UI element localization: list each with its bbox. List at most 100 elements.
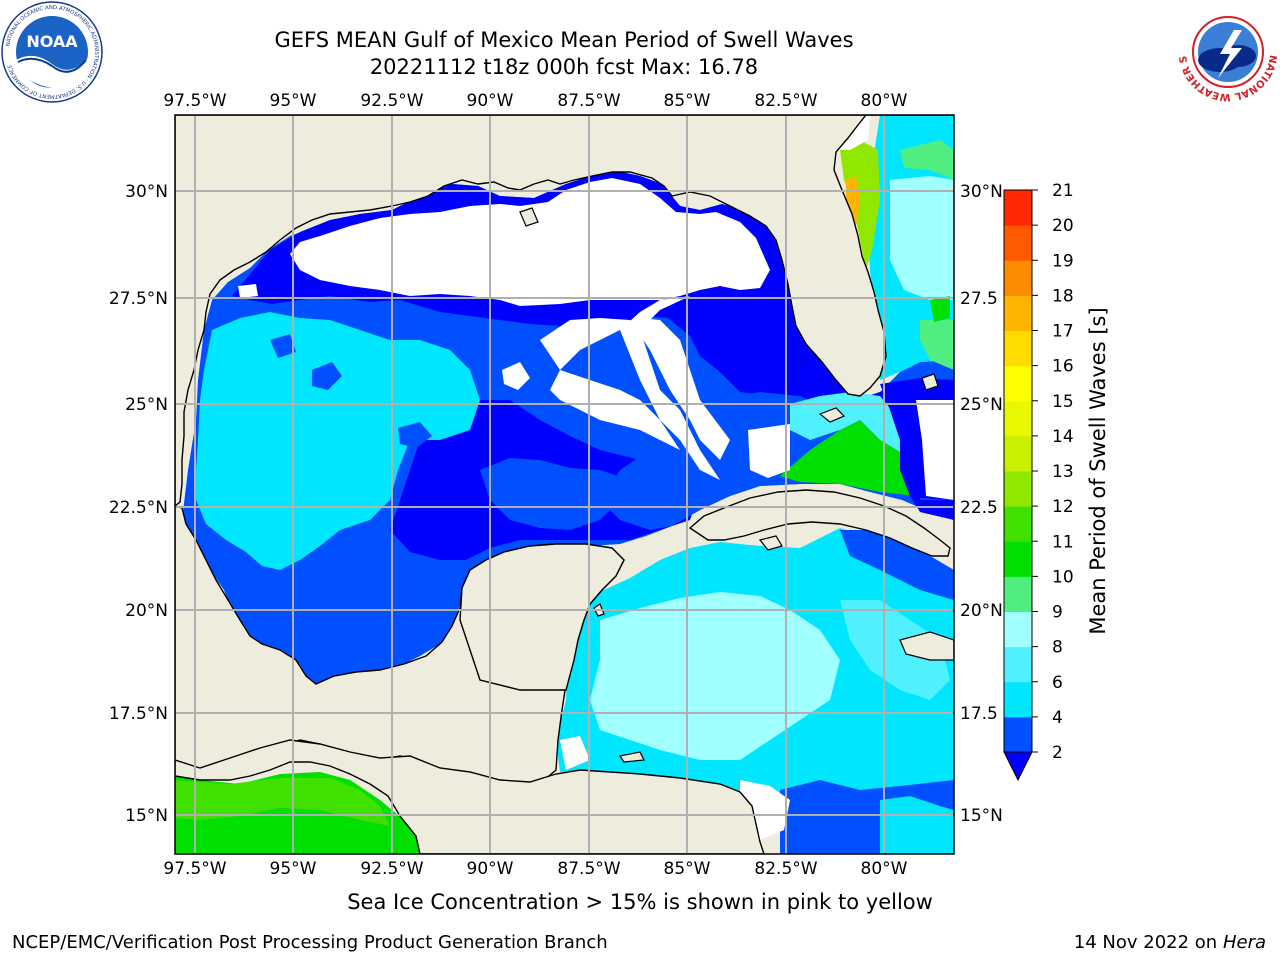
colorbar-swatch xyxy=(1004,506,1032,542)
land-bay-islands xyxy=(619,751,645,763)
lon-label-top: 82.5°W xyxy=(754,91,817,111)
colorbar-tick-label: 10 xyxy=(1052,567,1074,587)
lon-label-bottom: 95°W xyxy=(270,859,317,879)
lon-label-top: 80°W xyxy=(861,91,908,111)
no-data-north-pocket xyxy=(540,318,730,460)
colorbar-swatch xyxy=(1004,611,1032,648)
footer-credit: NCEP/EMC/Verification Post Processing Pr… xyxy=(12,932,608,953)
no-data-spot-2 xyxy=(238,284,258,298)
colorbar-tick-label: 20 xyxy=(1052,216,1074,236)
lon-label-bottom: 90°W xyxy=(467,859,514,879)
colorbar-swatch xyxy=(1004,681,1032,718)
florida-coast-green xyxy=(840,140,880,270)
lon-label-top: 87.5°W xyxy=(557,91,620,111)
colorbar-swatch xyxy=(1004,646,1032,683)
colorbar-label: Mean Period of Swell Waves [s] xyxy=(1086,307,1110,634)
gulf-blue-center xyxy=(480,458,630,530)
caribbean-blue-ne xyxy=(840,530,954,600)
colorbar-tick-label: 4 xyxy=(1052,708,1063,728)
colorbar-swatch xyxy=(1004,471,1032,507)
colorbar-tick-label: 9 xyxy=(1052,603,1063,623)
atlantic-green-2 xyxy=(920,320,954,370)
land-jamaica xyxy=(899,631,954,661)
lat-label-left: 27.5°N xyxy=(109,289,168,309)
lat-label-right: 20°N xyxy=(960,601,1003,621)
lon-label-bottom: 80°W xyxy=(861,859,908,879)
lon-label-bottom: 85°W xyxy=(664,859,711,879)
colorbar-tick-label: 17 xyxy=(1052,322,1074,342)
no-data-spot-3 xyxy=(748,424,790,478)
colorbar-under-triangle xyxy=(1003,751,1033,782)
land-florida-keys xyxy=(818,407,846,423)
colorbar-tick-label: 19 xyxy=(1052,251,1074,271)
gulf-blue-spot-1 xyxy=(312,362,342,390)
lon-label-bottom: 82.5°W xyxy=(754,859,817,879)
bahamas-blue xyxy=(880,378,954,520)
colorbar-swatch xyxy=(1004,576,1032,612)
no-data-spot-1 xyxy=(502,362,530,390)
colorbar-swatch xyxy=(1004,400,1032,437)
footer-date: 14 Nov 2022 on Hera xyxy=(1073,932,1266,953)
graticule xyxy=(175,115,954,854)
straits-green xyxy=(780,420,916,496)
lon-label-top: 95°W xyxy=(270,91,317,111)
lat-labels-left: 30°N 27.5°N 25°N 22.5°N 20°N 17.5°N 15°N xyxy=(109,182,168,826)
lon-label-top: 97.5°W xyxy=(163,91,226,111)
lat-label-right: 30°N xyxy=(960,182,1003,202)
lon-label-bottom: 92.5°W xyxy=(360,859,423,879)
colorbar-swatch xyxy=(1004,365,1032,402)
lat-label-left: 20°N xyxy=(125,601,168,621)
no-data-straits xyxy=(916,400,954,500)
no-data-belize xyxy=(560,736,590,770)
lat-label-left: 22.5°N xyxy=(109,498,168,518)
sea-ice-note: Sea Ice Concentration > 15% is shown in … xyxy=(347,890,933,914)
colorbar-tick-label: 15 xyxy=(1052,392,1074,412)
colorbar-tick-label: 11 xyxy=(1052,532,1074,552)
lon-label-top: 92.5°W xyxy=(360,91,423,111)
lon-labels-top: 97.5°W 95°W 92.5°W 90°W 87.5°W 85°W 82.5… xyxy=(163,91,907,111)
lat-label-right: 25°N xyxy=(960,395,1003,415)
colorbar-tick-label: 8 xyxy=(1052,638,1063,658)
land-isla-juventud xyxy=(758,535,783,551)
lat-label-left: 15°N xyxy=(125,806,168,826)
caribbean-cyan-mid xyxy=(840,600,950,700)
lon-label-bottom: 87.5°W xyxy=(557,859,620,879)
colorbar-swatch xyxy=(1004,190,1032,226)
map-frame xyxy=(174,114,955,855)
gulf-cyan-west xyxy=(196,312,480,570)
lon-label-top: 90°W xyxy=(467,91,514,111)
lat-label-left: 25°N xyxy=(125,395,168,415)
land-delta xyxy=(519,207,539,227)
colorbar-tick-label: 21 xyxy=(1052,181,1074,201)
colorbar-swatch xyxy=(1004,295,1032,331)
lat-label-right: 15°N xyxy=(960,806,1003,826)
lat-label-left: 17.5°N xyxy=(109,704,168,724)
noaa-logo-text: NOAA xyxy=(26,32,78,51)
lat-label-right: 22.5 xyxy=(960,498,998,518)
colorbar-tick-label: 2 xyxy=(1052,743,1063,763)
chart-subtitle: 20221112 t18z 000h fcst Max: 16.78 xyxy=(369,55,759,79)
lat-label-right: 17.5 xyxy=(960,704,998,724)
land-bahamas xyxy=(921,373,939,391)
lon-label-bottom: 97.5°W xyxy=(163,859,226,879)
lon-labels-bottom: 97.5°W 95°W 92.5°W 90°W 87.5°W 85°W 82.5… xyxy=(163,859,907,879)
footer-host: Hera xyxy=(1222,932,1266,953)
caribbean-light-cyan xyxy=(590,592,840,760)
no-data-north-shelf xyxy=(290,178,770,480)
colorbar-swatch xyxy=(1004,541,1032,577)
colorbar-swatch xyxy=(1004,225,1032,261)
atlantic-green-3 xyxy=(930,296,950,322)
colorbar-tick-label: 18 xyxy=(1052,286,1074,306)
colorbar-swatch xyxy=(1004,716,1032,753)
lat-label-left: 30°N xyxy=(125,182,168,202)
colorbar-swatch xyxy=(1004,435,1032,472)
land-central-america xyxy=(175,739,765,854)
noaa-logo: NOAA NATIONAL OCEANIC AND ATMOSPHERIC AD… xyxy=(1,1,103,103)
gulf-blue-spot-3 xyxy=(398,422,432,448)
colorbar-swatch xyxy=(1004,330,1032,367)
colorbar-tick-label: 16 xyxy=(1052,357,1074,377)
colorbar-swatch xyxy=(1004,260,1032,296)
chart-title: GEFS MEAN Gulf of Mexico Mean Period of … xyxy=(274,28,854,52)
colorbar-tick-label: 14 xyxy=(1052,427,1074,447)
